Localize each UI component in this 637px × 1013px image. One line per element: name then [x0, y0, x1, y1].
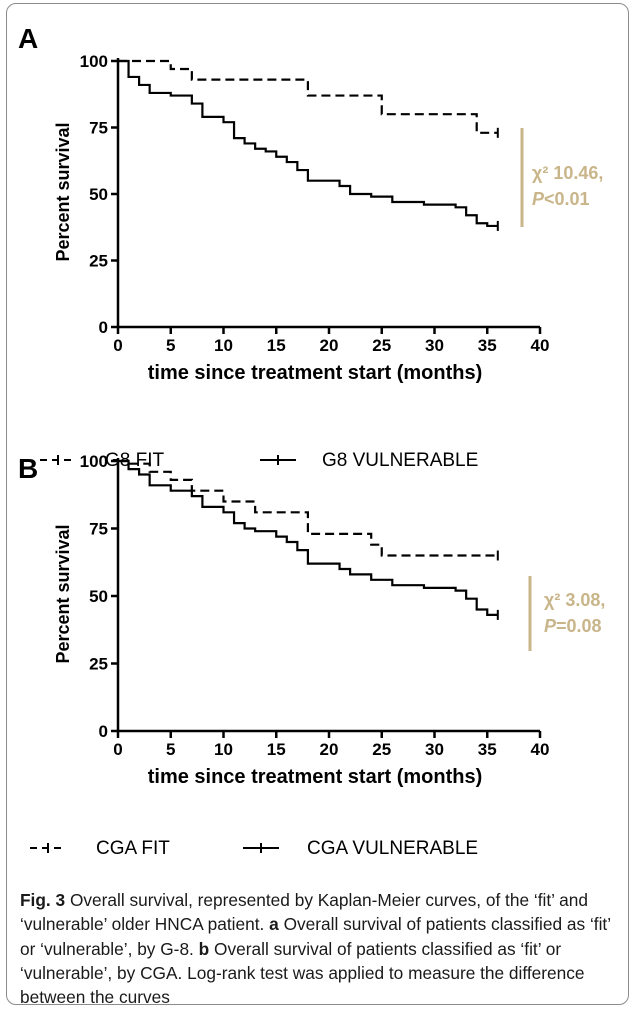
y-tick-label: 50 — [89, 587, 108, 606]
stat-p-value: <0.01 — [544, 189, 590, 209]
x-tick-label: 35 — [478, 336, 497, 355]
legend-label: CGA VULNERABLE — [307, 838, 478, 859]
caption-b-text: Overall survival of patients classified … — [20, 938, 585, 1008]
y-tick-label: 0 — [99, 722, 108, 741]
y-tick-label: 25 — [89, 252, 108, 271]
x-tick-label: 10 — [214, 336, 233, 355]
stat-chi-label: χ² 3.08, — [544, 590, 605, 610]
x-axis-title: time since treatment start (months) — [148, 362, 483, 384]
x-axis-title: time since treatment start (months) — [148, 766, 483, 788]
y-tick-label: 75 — [89, 119, 108, 138]
x-tick-label: 40 — [531, 336, 550, 355]
chart-panel-a: A 0 25 50 75 100 0 5 10 15 20 25 30 35 40 time since tr… — [18, 23, 603, 471]
x-tick-label: 40 — [531, 740, 550, 759]
x-tick-label: 25 — [372, 740, 391, 759]
figure-caption: Fig. 3 Overall survival, represented by … — [20, 888, 620, 1009]
x-tick-label: 0 — [113, 336, 122, 355]
x-tick-label: 15 — [267, 740, 286, 759]
y-tick-label: 25 — [89, 655, 108, 674]
stat-p-value: =0.08 — [556, 616, 602, 636]
x-tick-label: 30 — [425, 336, 444, 355]
x-tick-label: 25 — [372, 336, 391, 355]
y-tick-label: 0 — [99, 318, 108, 337]
x-tick-label: 35 — [478, 740, 497, 759]
legend-label: G8 VULNERABLE — [322, 450, 478, 471]
y-tick-label: 100 — [80, 52, 108, 71]
stat-p-label: P<0.01 — [532, 189, 590, 209]
x-tick-label: 5 — [166, 336, 175, 355]
caption-a-label: a — [269, 914, 279, 935]
x-tick-label: 10 — [214, 740, 233, 759]
series-line-vulnerable — [118, 459, 498, 616]
caption-b-label: b — [198, 938, 210, 959]
series-line-vulnerable — [118, 59, 498, 228]
y-tick-label: 50 — [89, 185, 108, 204]
series-line-fit — [118, 59, 498, 134]
stat-p-italic: P — [544, 616, 557, 636]
stat-p-label: P=0.08 — [544, 616, 602, 636]
caption-a-text: Overall survival of patients classified … — [20, 914, 611, 959]
x-tick-label: 20 — [320, 740, 339, 759]
panel-label: B — [18, 453, 38, 484]
chart-panel-b: B 0 25 50 75 100 0 5 10 15 20 25 30 35 40 time since tr… — [18, 452, 605, 859]
x-tick-label: 20 — [320, 336, 339, 355]
x-tick-label: 15 — [267, 336, 286, 355]
y-axis-title: Percent survival — [53, 524, 73, 663]
caption-intro: Overall survival, represented by Kaplan-… — [20, 890, 588, 935]
caption-fig-label: Fig. 3 — [20, 890, 66, 910]
panel-label: A — [18, 23, 38, 54]
stat-chi-label: χ² 10.46, — [532, 163, 603, 183]
x-tick-label: 5 — [166, 740, 175, 759]
legend-label: CGA FIT — [96, 838, 170, 859]
y-tick-label: 75 — [89, 520, 108, 539]
y-tick-label: 100 — [80, 452, 108, 471]
x-tick-label: 0 — [113, 740, 122, 759]
y-axis-title: Percent survival — [53, 122, 73, 261]
series-line-fit — [118, 459, 498, 557]
figure-frame — [6, 3, 629, 1005]
stat-p-italic: P — [532, 189, 545, 209]
x-tick-label: 30 — [425, 740, 444, 759]
